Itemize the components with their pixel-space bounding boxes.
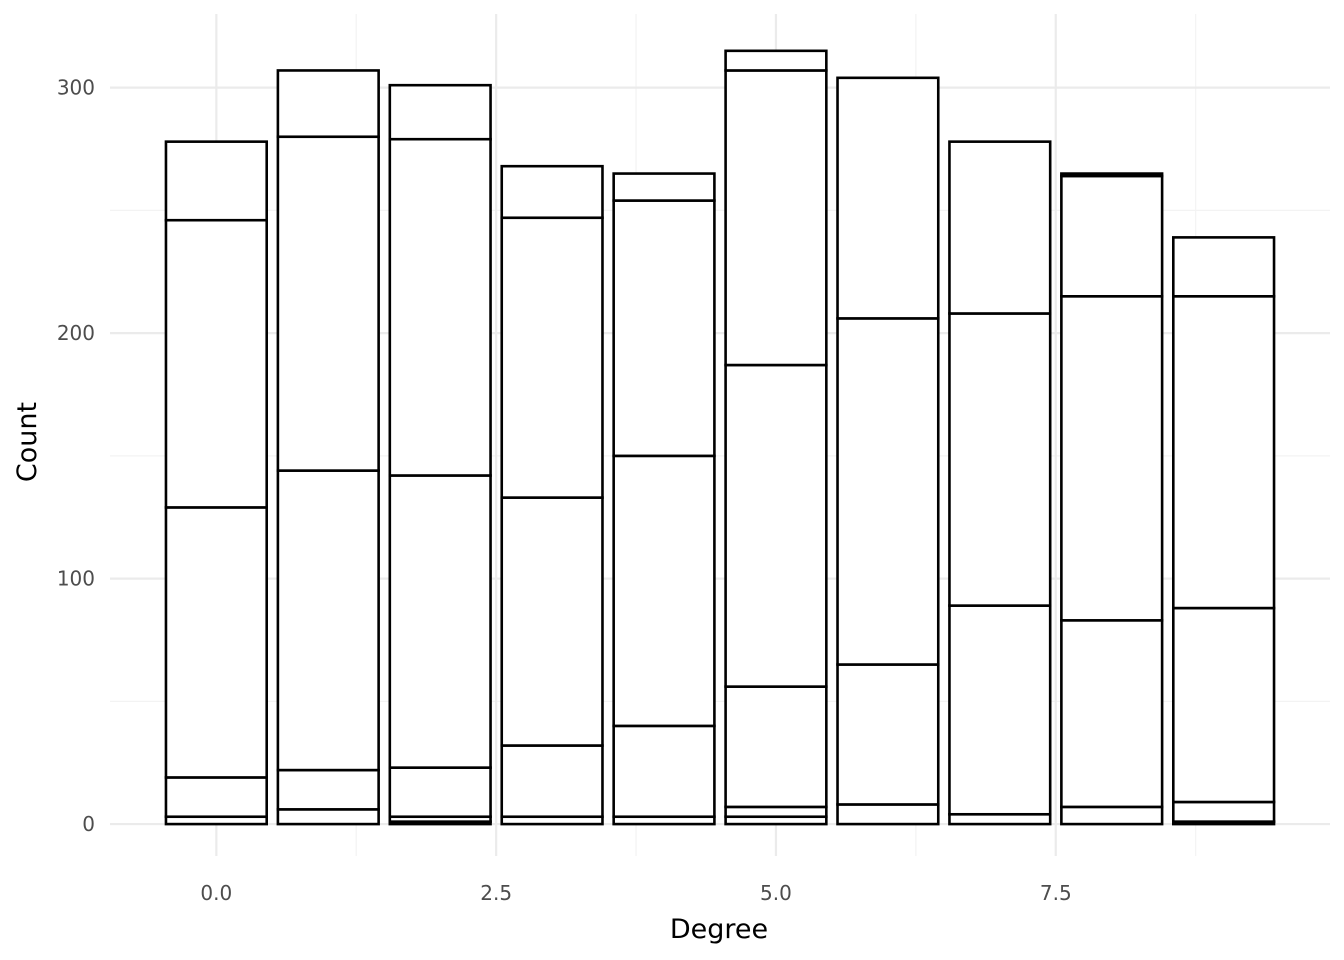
y-axis-title: Count [12, 402, 43, 482]
x-tick-label: 0.0 [200, 881, 232, 905]
bar-segment [724, 805, 828, 819]
y-tick-label: 100 [57, 567, 95, 591]
bar-stack [612, 172, 716, 826]
bar-segment [276, 808, 380, 826]
bar-segment [276, 135, 380, 472]
bar-segment [1060, 805, 1164, 826]
bar-segment [276, 69, 380, 139]
bar-segment [388, 474, 492, 769]
bar-stack [164, 140, 268, 826]
bar-segment [1172, 295, 1276, 610]
bar-segment [388, 766, 492, 819]
bar-segment [276, 768, 380, 811]
bar-segment [948, 604, 1052, 816]
x-tick-label: 5.0 [760, 881, 792, 905]
bar-stack [836, 76, 940, 826]
bar-segment [948, 812, 1052, 826]
x-axis-tick-labels: 0.0 2.5 5.0 7.5 [200, 881, 1071, 905]
bar-segment [948, 140, 1052, 315]
x-axis-title: Degree [670, 914, 768, 945]
bar-stack [1172, 236, 1276, 826]
bar-segment [388, 83, 492, 141]
bar-segment [836, 663, 940, 806]
bar-segment [388, 137, 492, 477]
bar-segment [164, 218, 268, 509]
bar-stack [724, 49, 828, 826]
bar-segment [164, 506, 268, 779]
y-tick-label: 0 [82, 812, 95, 836]
bar-segment [612, 172, 716, 202]
bar-segment [612, 724, 716, 819]
bar-segment [724, 685, 828, 809]
bar-segment [836, 76, 940, 320]
y-tick-label: 300 [57, 76, 95, 100]
bar-segment [836, 803, 940, 826]
bar-segment [724, 49, 828, 72]
bar-segment [276, 469, 380, 772]
bar-segment [1060, 619, 1164, 809]
y-axis-tick-labels: 0 100 200 300 [57, 76, 95, 836]
bar-segment [500, 744, 604, 819]
bar-segment [612, 454, 716, 728]
bar-segment [836, 317, 940, 666]
bar-stack [948, 140, 1052, 826]
bar-segment [1172, 800, 1276, 823]
x-tick-label: 2.5 [480, 881, 512, 905]
y-tick-label: 200 [57, 321, 95, 345]
bar-stack [500, 164, 604, 826]
bar-segment [948, 312, 1052, 607]
x-tick-label: 7.5 [1040, 881, 1072, 905]
bar-stack [276, 69, 380, 826]
bar-segment [500, 216, 604, 499]
bar-segment [724, 69, 828, 367]
bar-stack [388, 83, 492, 826]
bar-segment [164, 776, 268, 819]
bar-segment [724, 363, 828, 688]
bar-segment [1060, 295, 1164, 622]
bar-stack [1060, 172, 1164, 826]
bar-stacks [164, 49, 1276, 826]
bar-segment [500, 164, 604, 220]
bar-segment [500, 496, 604, 747]
bar-segment [1172, 606, 1276, 804]
bar-segment [164, 140, 268, 222]
bar-segment [612, 199, 716, 458]
bar-segment [1060, 174, 1164, 298]
bar-segment [1060, 172, 1164, 178]
bar-segment [1172, 236, 1276, 298]
